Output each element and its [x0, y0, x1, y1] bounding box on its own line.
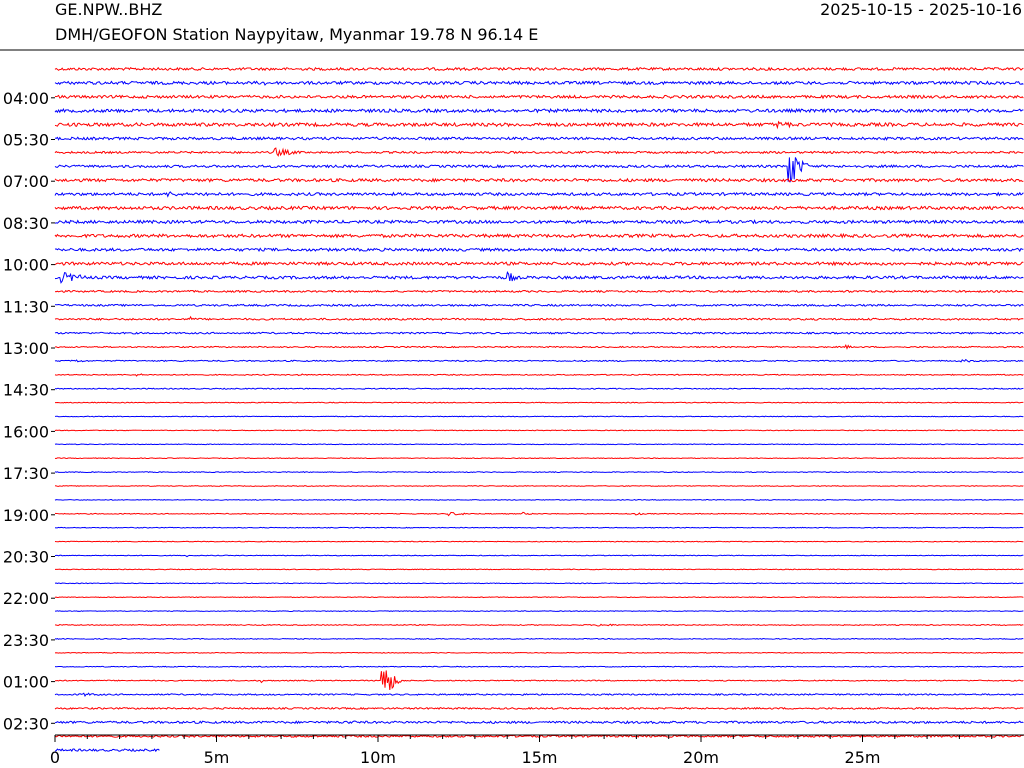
x-tick-label: 25m: [845, 748, 881, 767]
trace-row-31: [54, 499, 1024, 501]
x-tick-label: 0: [50, 748, 60, 767]
trace-row-9: [54, 191, 1024, 198]
trace-row-35: [54, 554, 1024, 558]
y-tick-label: 02:30: [3, 714, 49, 733]
trace-row-43: [54, 665, 1024, 668]
trace-row-32: [54, 511, 1024, 517]
trace-row-46: [54, 706, 1024, 710]
trace-row-30: [54, 485, 1024, 487]
trace-row-26: [54, 429, 1024, 432]
y-tick-label: 05:30: [3, 131, 49, 150]
trace-row-16: [54, 289, 1024, 294]
trace-row-45: [54, 692, 1024, 698]
trace-row-37: [54, 582, 1024, 585]
trace-row-0: [54, 66, 1024, 72]
trace-row-14: [54, 260, 1024, 267]
y-tick-label: 04:00: [3, 89, 49, 108]
trace-row-12: [54, 232, 1024, 239]
y-tick-label: 14:30: [3, 381, 49, 400]
trace-row-5: [54, 136, 1024, 141]
trace-row-41: [54, 637, 1024, 640]
trace-row-49: [54, 748, 160, 753]
trace-row-21: [54, 358, 1024, 363]
trace-row-13: [54, 247, 1024, 253]
trace-row-39: [54, 610, 1024, 612]
station-code: GE.NPW..BHZ: [55, 0, 163, 19]
y-tick-label: 11:30: [3, 297, 49, 316]
seismic-traces: [54, 66, 1024, 753]
y-tick-label: 16:00: [3, 422, 49, 441]
trace-row-47: [54, 720, 1024, 725]
trace-row-44: [54, 670, 1024, 690]
x-tick-label: 20m: [683, 748, 719, 767]
trace-row-3: [54, 107, 1024, 114]
trace-row-7: [54, 157, 1024, 183]
y-tick-label: 17:30: [3, 464, 49, 483]
trace-row-15: [54, 271, 1024, 284]
trace-row-34: [54, 540, 1024, 543]
trace-row-22: [54, 373, 1024, 377]
trace-row-18: [54, 315, 1024, 321]
trace-row-29: [54, 470, 1024, 474]
y-tick-label: 20:30: [3, 548, 49, 567]
y-tick-labels: 04:00 05:30 07:00 08:30 10:00 11:30 13:00 14:30…: [3, 89, 55, 733]
station-description: DMH/GEOFON Station Naypyitaw, Myanmar 19…: [55, 25, 539, 44]
trace-row-17: [54, 303, 1024, 308]
trace-row-1: [54, 80, 1024, 86]
y-tick-label: 07:00: [3, 172, 49, 191]
trace-row-6: [54, 147, 1024, 157]
trace-row-40: [54, 623, 1024, 627]
y-tick-label: 23:30: [3, 631, 49, 650]
trace-row-10: [54, 205, 1024, 211]
trace-row-20: [54, 344, 1024, 350]
trace-row-42: [54, 651, 1024, 654]
date-range: 2025-10-15 - 2025-10-16: [820, 0, 1022, 19]
trace-row-28: [54, 457, 1024, 460]
trace-row-24: [54, 401, 1024, 404]
trace-row-2: [54, 94, 1024, 100]
y-tick-label: 22:00: [3, 589, 49, 608]
trace-row-25: [54, 415, 1024, 418]
trace-row-27: [54, 443, 1024, 446]
trace-row-19: [54, 331, 1024, 335]
trace-row-33: [54, 526, 1024, 529]
x-tick-label: 15m: [522, 748, 558, 767]
trace-row-36: [55, 568, 1024, 571]
x-axis: 0 5m 10m 15m 20m 25m: [50, 734, 1024, 767]
y-tick-label: 13:00: [3, 339, 49, 358]
trace-row-11: [54, 219, 1024, 225]
y-tick-label: 08:30: [3, 214, 49, 233]
y-tick-label: 01:00: [3, 673, 49, 692]
y-tick-label: 10:00: [3, 256, 49, 275]
trace-row-8: [54, 177, 1024, 183]
trace-row-38: [54, 596, 1024, 599]
x-tick-label: 5m: [204, 748, 230, 767]
trace-row-4: [54, 120, 1024, 130]
x-tick-label: 10m: [360, 748, 396, 767]
y-tick-label: 19:00: [3, 506, 49, 525]
trace-row-23: [54, 387, 1024, 390]
